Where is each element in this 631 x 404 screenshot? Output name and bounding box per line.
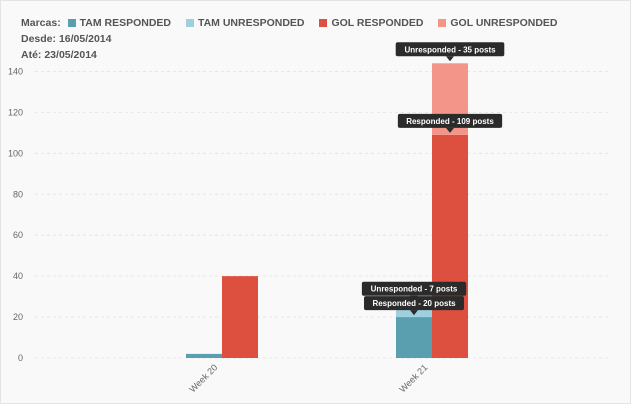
legend-to-label: Até: [21, 49, 42, 61]
bar-tam-responded[interactable] [186, 353, 222, 358]
y-tick-label: 80 [13, 189, 23, 199]
legend-swatch-tam-unresponded [185, 19, 194, 27]
bar-tam-responded[interactable] [396, 317, 432, 358]
legend-label-gol-unresponded: GOL UNRESPONDED [450, 17, 558, 29]
legend-prefix: Marcas: [21, 17, 61, 29]
tooltip: Unresponded - 35 posts [395, 42, 505, 62]
tooltip-text: Responded - 109 posts [406, 117, 494, 126]
y-tick-label: 20 [13, 312, 23, 322]
legend-to-date: 23/05/2014 [44, 49, 97, 61]
x-tick-label: Week 21 [397, 362, 429, 394]
tooltip-box [395, 42, 505, 57]
legend-swatch-tam-responded [67, 19, 76, 27]
legend-item-gol-responded[interactable]: GOL RESPONDED [319, 15, 423, 31]
legend-swatch-gol-responded [319, 19, 328, 27]
tooltip-box [361, 281, 467, 296]
tooltip-arrow [410, 310, 418, 316]
legend-label-tam-unresponded: TAM UNRESPONDED [197, 17, 305, 29]
y-tick-label: 40 [13, 271, 23, 281]
tooltip-text: Unresponded - 7 posts [371, 285, 458, 294]
legend-swatch-gol-unresponded [438, 19, 447, 27]
legend-from-label: Desde: [21, 33, 57, 45]
tooltip-text: Unresponded - 35 posts [404, 45, 496, 54]
legend-from: Desde: 16/05/2014 [21, 33, 112, 45]
y-tick-label: 100 [8, 148, 23, 158]
tooltip-box [364, 296, 464, 311]
y-tick-label: 0 [18, 353, 23, 363]
bar-gol-responded[interactable] [222, 276, 258, 358]
tooltip: Responded - 20 posts [364, 296, 464, 316]
legend-label-tam-responded: TAM RESPONDED [79, 17, 172, 29]
bar-gol-responded[interactable] [432, 134, 468, 358]
tooltip-box [397, 113, 503, 128]
legend-item-tam-unresponded[interactable]: TAM UNRESPONDED [185, 15, 305, 31]
y-tick-label: 140 [8, 66, 23, 76]
legend-item-gol-unresponded[interactable]: GOL UNRESPONDED [438, 15, 558, 31]
tooltip-text: Responded - 20 posts [372, 299, 456, 308]
tooltip-arrow [446, 56, 454, 62]
y-tick-label: 120 [8, 107, 23, 117]
legend-to: Até: 23/05/2014 [21, 49, 97, 61]
tooltip-arrow [446, 127, 454, 133]
tooltip: Responded - 109 posts [397, 113, 503, 133]
y-tick-label: 60 [13, 230, 23, 240]
x-tick-label: Week 20 [187, 362, 219, 394]
legend-from-date: 16/05/2014 [58, 33, 112, 45]
legend: Marcas: TAM RESPONDED TAM UNRESPONDED GO… [21, 15, 581, 63]
legend-item-tam-responded[interactable]: TAM RESPONDED [67, 15, 172, 31]
legend-label-gol-responded: GOL RESPONDED [331, 17, 424, 29]
